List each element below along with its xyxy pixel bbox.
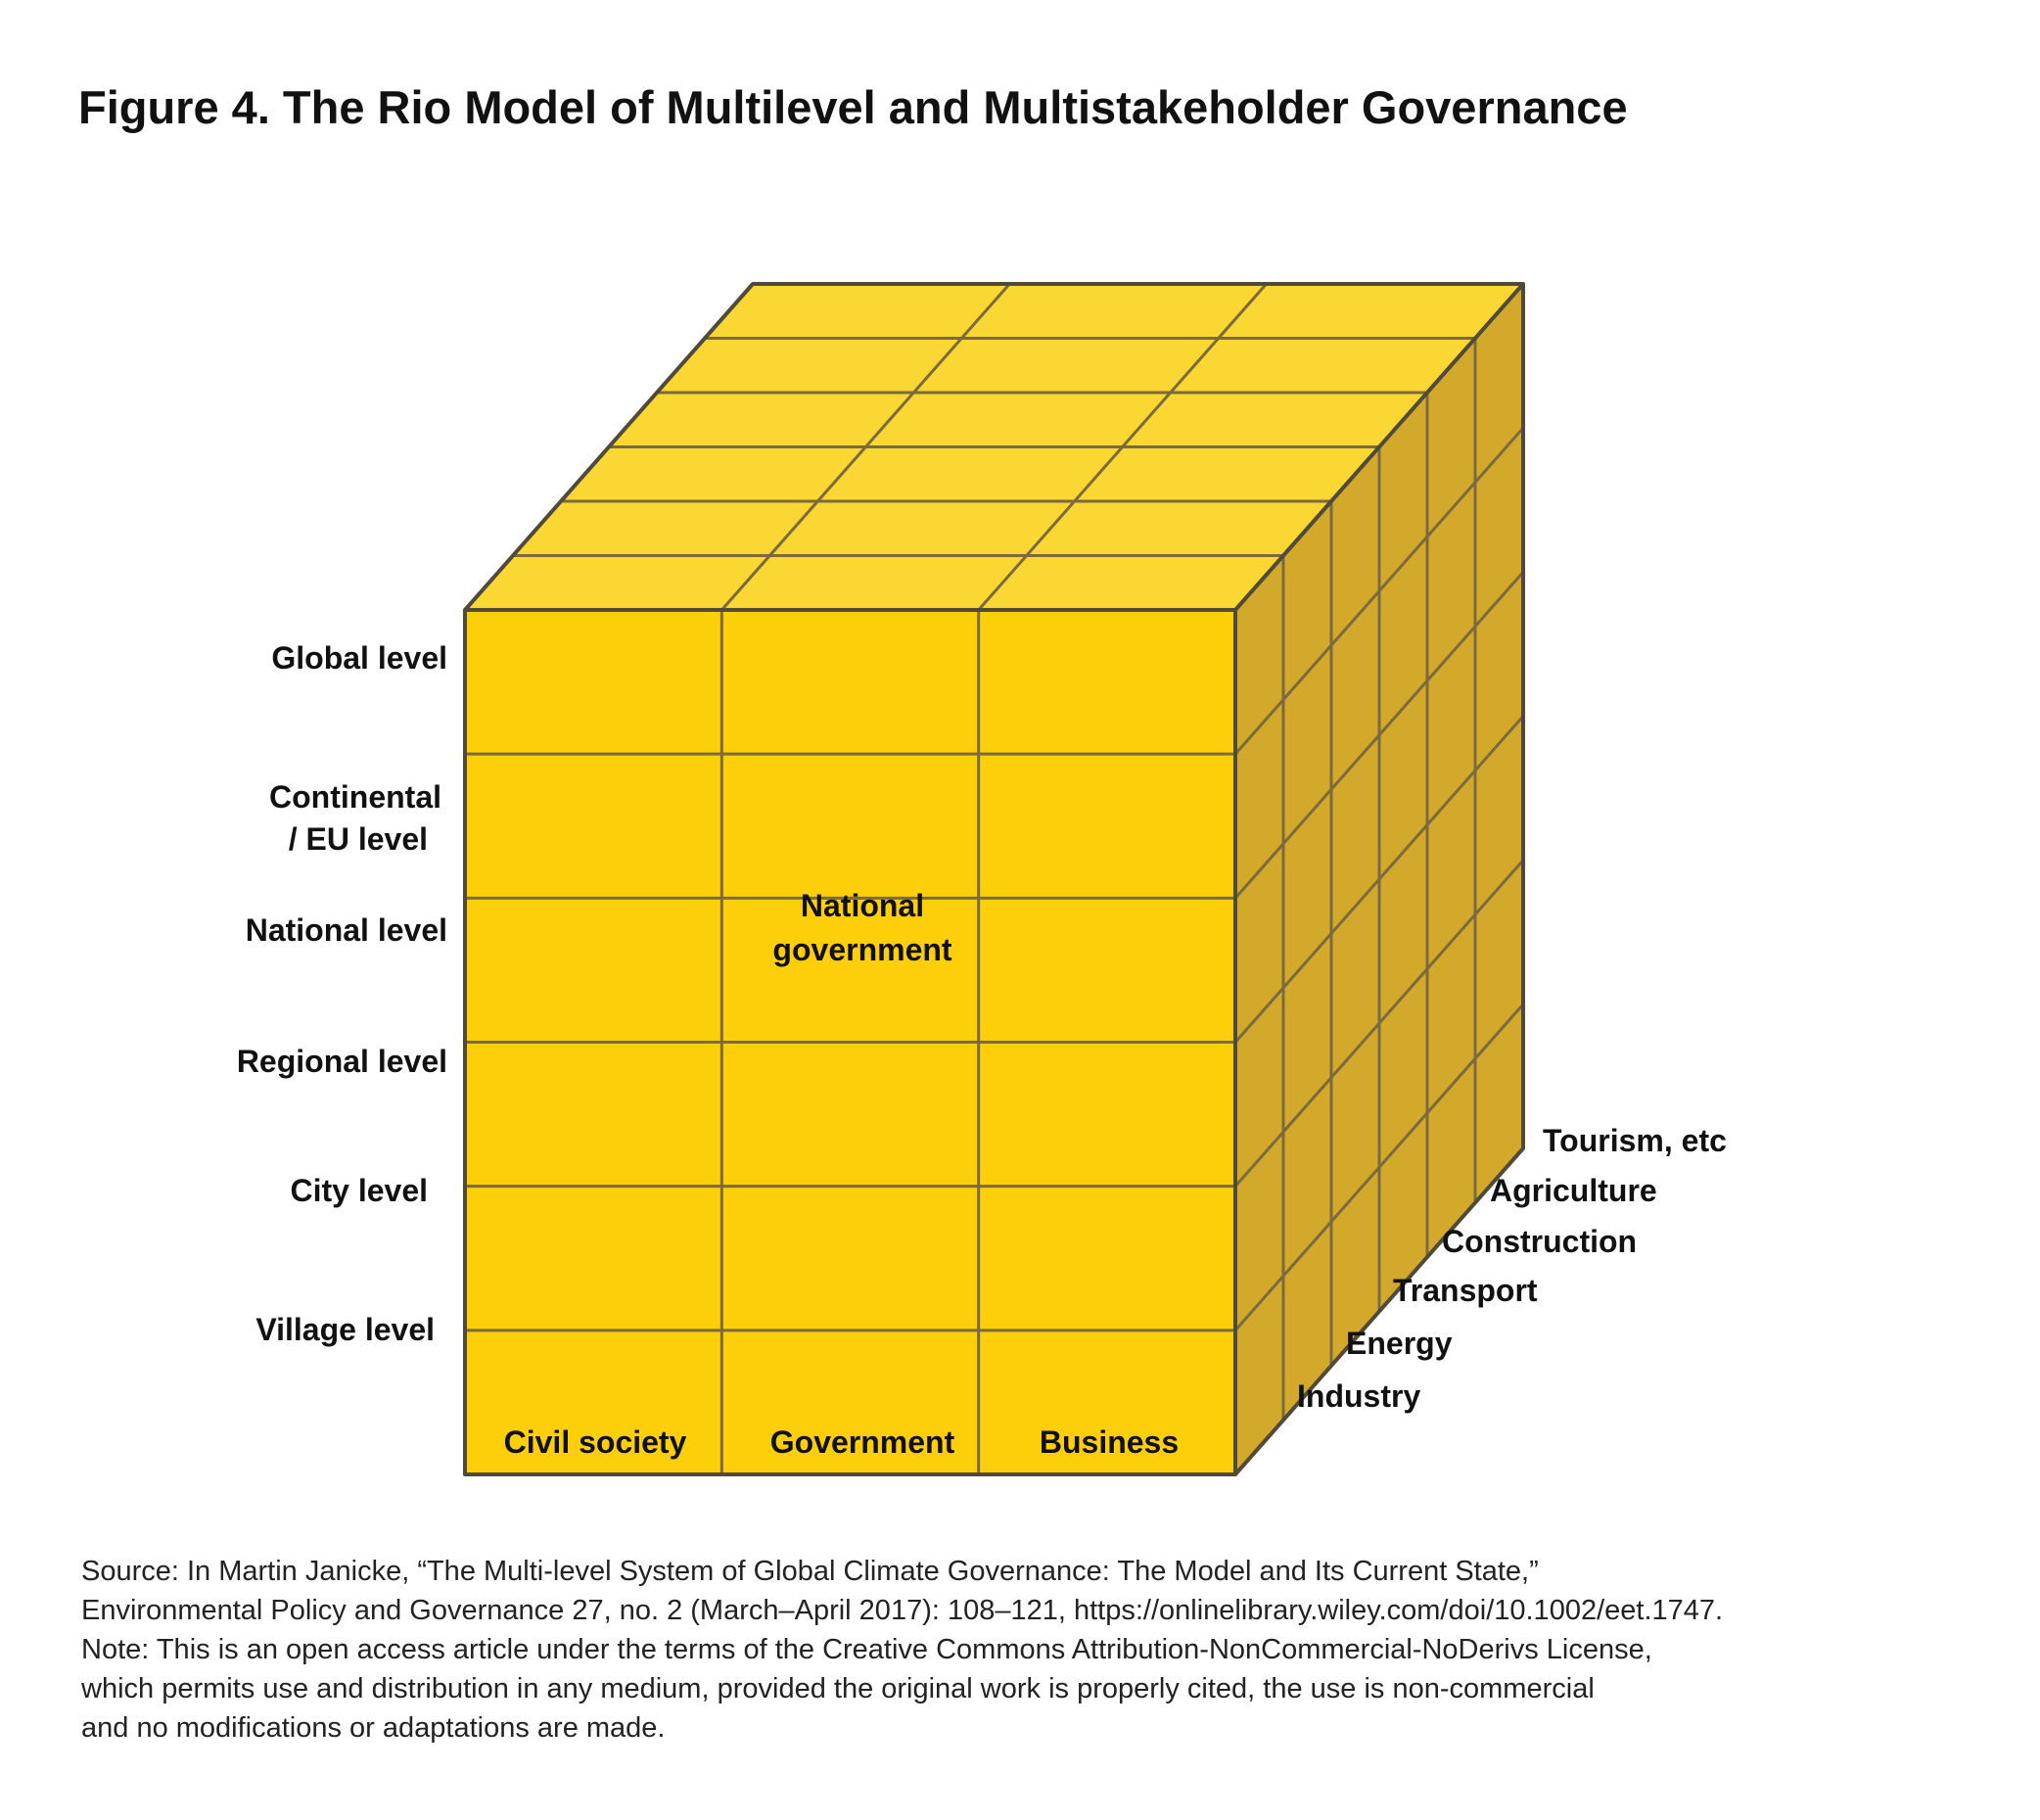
governance-cube [463,282,1525,1476]
sector-label: Transport [1393,1273,1538,1308]
note-line: which permits use and distribution in an… [81,1673,1595,1704]
stakeholder-label: Government [770,1424,955,1460]
source-note: Source: In Martin Janicke, “The Multi-le… [81,1552,2019,1748]
sector-labels: Industry Energy Transport Construction A… [1297,1123,1727,1414]
stakeholder-labels: Civil society Government Business [504,1424,1180,1460]
sector-label: Agriculture [1490,1173,1657,1208]
note-line: and no modifications or adaptations are … [81,1712,666,1744]
sector-label: Tourism, etc [1543,1123,1727,1158]
level-label: Global level [271,640,447,676]
center-cell-label: National government [772,888,951,967]
stakeholder-label: Civil society [504,1424,687,1460]
level-label: Continental [269,779,441,815]
level-label: National level [246,912,447,948]
center-cell-line: government [772,932,951,967]
sector-label: Energy [1346,1326,1453,1361]
sector-label: Construction [1442,1224,1637,1259]
level-label: / EU level [289,821,428,857]
center-cell-line: National [801,888,924,923]
stakeholder-label: Business [1040,1424,1179,1460]
figure-title: Figure 4. The Rio Model of Multilevel an… [78,81,1628,133]
level-label: City level [290,1173,428,1208]
level-labels: Global level Continental / EU level Nati… [237,640,447,1347]
cube-edge [1233,282,1525,612]
sector-label: Industry [1297,1378,1420,1414]
level-label: Regional level [237,1044,447,1079]
source-line: Source: In Martin Janicke, “The Multi-le… [81,1556,1539,1587]
note-line: Note: This is an open access article und… [81,1634,1652,1665]
level-label: Village level [255,1312,435,1347]
source-line: Environmental Policy and Governance 27, … [81,1595,1724,1626]
